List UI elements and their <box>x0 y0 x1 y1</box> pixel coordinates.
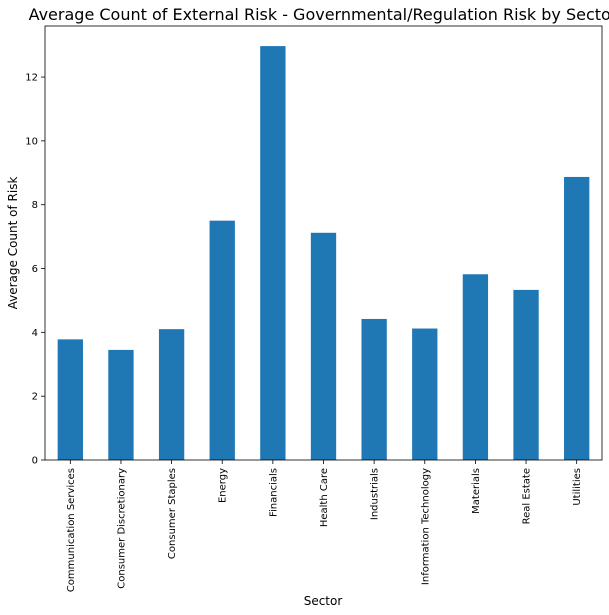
y-tick-label: 10 <box>25 136 38 147</box>
x-tick-label: Financials <box>268 468 279 517</box>
x-tick-label: Consumer Discretionary <box>116 468 127 589</box>
x-tick-label: Utilities <box>572 468 583 506</box>
y-tick-label: 4 <box>32 328 38 339</box>
x-tick-label: Health Care <box>319 468 330 527</box>
y-tick-label: 12 <box>25 73 38 84</box>
bar <box>57 339 83 460</box>
y-tick-label: 2 <box>32 392 38 403</box>
bar <box>564 176 590 461</box>
x-tick-label: Energy <box>218 468 229 503</box>
y-tick-label: 8 <box>32 200 38 211</box>
y-axis-label: Average Count of Risk <box>6 177 20 310</box>
bar <box>209 220 235 460</box>
bar <box>158 329 185 460</box>
chart-title: Average Count of External Risk - Governm… <box>29 5 609 24</box>
x-tick-label: Real Estate <box>522 468 533 524</box>
bar <box>513 289 539 460</box>
plot-area: 0 2 4 6 8 10 12 Communication Services Consumer … <box>25 25 603 592</box>
x-tick-label: Industrials <box>370 468 381 520</box>
x-tick-label: Communication Services <box>66 468 77 592</box>
x-tick-label: Consumer Staples <box>167 468 178 559</box>
x-axis-label: Sector <box>304 594 343 608</box>
bar <box>412 328 438 460</box>
y-tick-label: 6 <box>32 264 38 275</box>
x-tick-label: Information Technology <box>420 468 431 585</box>
bar <box>462 274 489 460</box>
bar <box>108 349 134 460</box>
y-tick-label: 0 <box>32 456 38 467</box>
bar <box>260 46 286 461</box>
bar <box>361 318 387 460</box>
x-tick-label: Materials <box>471 468 482 514</box>
bar <box>310 232 337 460</box>
